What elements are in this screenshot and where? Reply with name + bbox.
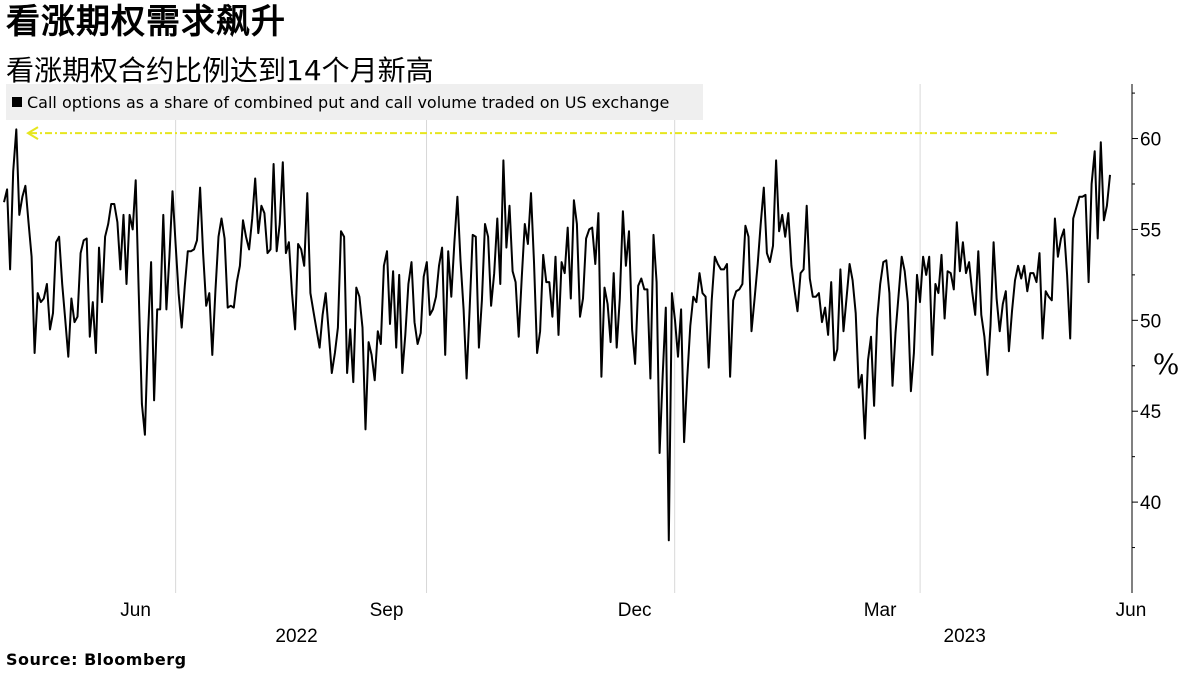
y-axis: 40 45 50 55 60% <box>1131 84 1180 593</box>
legend-swatch-icon <box>12 97 22 107</box>
chart-title: 看涨期权需求飙升 <box>6 2 286 42</box>
x-tick-label: Sep <box>370 600 404 621</box>
y-tick-label: 45 <box>1140 402 1161 423</box>
chart-subtitle: 看涨期权合约比例达到14个月新高 <box>6 54 434 87</box>
x-year-label: 2022 <box>275 626 317 647</box>
y-tick-label: 60 <box>1140 130 1161 151</box>
x-axis-labels: Jun Sep Dec Mar Jun 2022 2023 <box>120 600 1146 647</box>
x-gridlines <box>175 84 921 593</box>
x-tick-label: Jun <box>1116 600 1147 621</box>
x-tick-label: Jun <box>120 600 151 621</box>
y-axis-unit-label: % <box>1153 348 1180 381</box>
legend: Call options as a share of combined put … <box>6 84 703 120</box>
x-tick-label: Dec <box>618 600 652 621</box>
y-tick-label: 55 <box>1140 220 1161 241</box>
y-tick-label: 50 <box>1140 311 1161 332</box>
source-note: Source: Bloomberg <box>6 650 187 669</box>
series-line <box>3 128 1111 542</box>
legend-label: Call options as a share of combined put … <box>27 92 670 112</box>
reference-line <box>26 126 1058 140</box>
arrow-left-icon <box>26 126 39 140</box>
y-tick-label: 40 <box>1140 493 1161 514</box>
x-tick-label: Mar <box>864 600 897 621</box>
series-layer <box>3 128 1111 542</box>
x-year-label: 2023 <box>944 626 986 647</box>
